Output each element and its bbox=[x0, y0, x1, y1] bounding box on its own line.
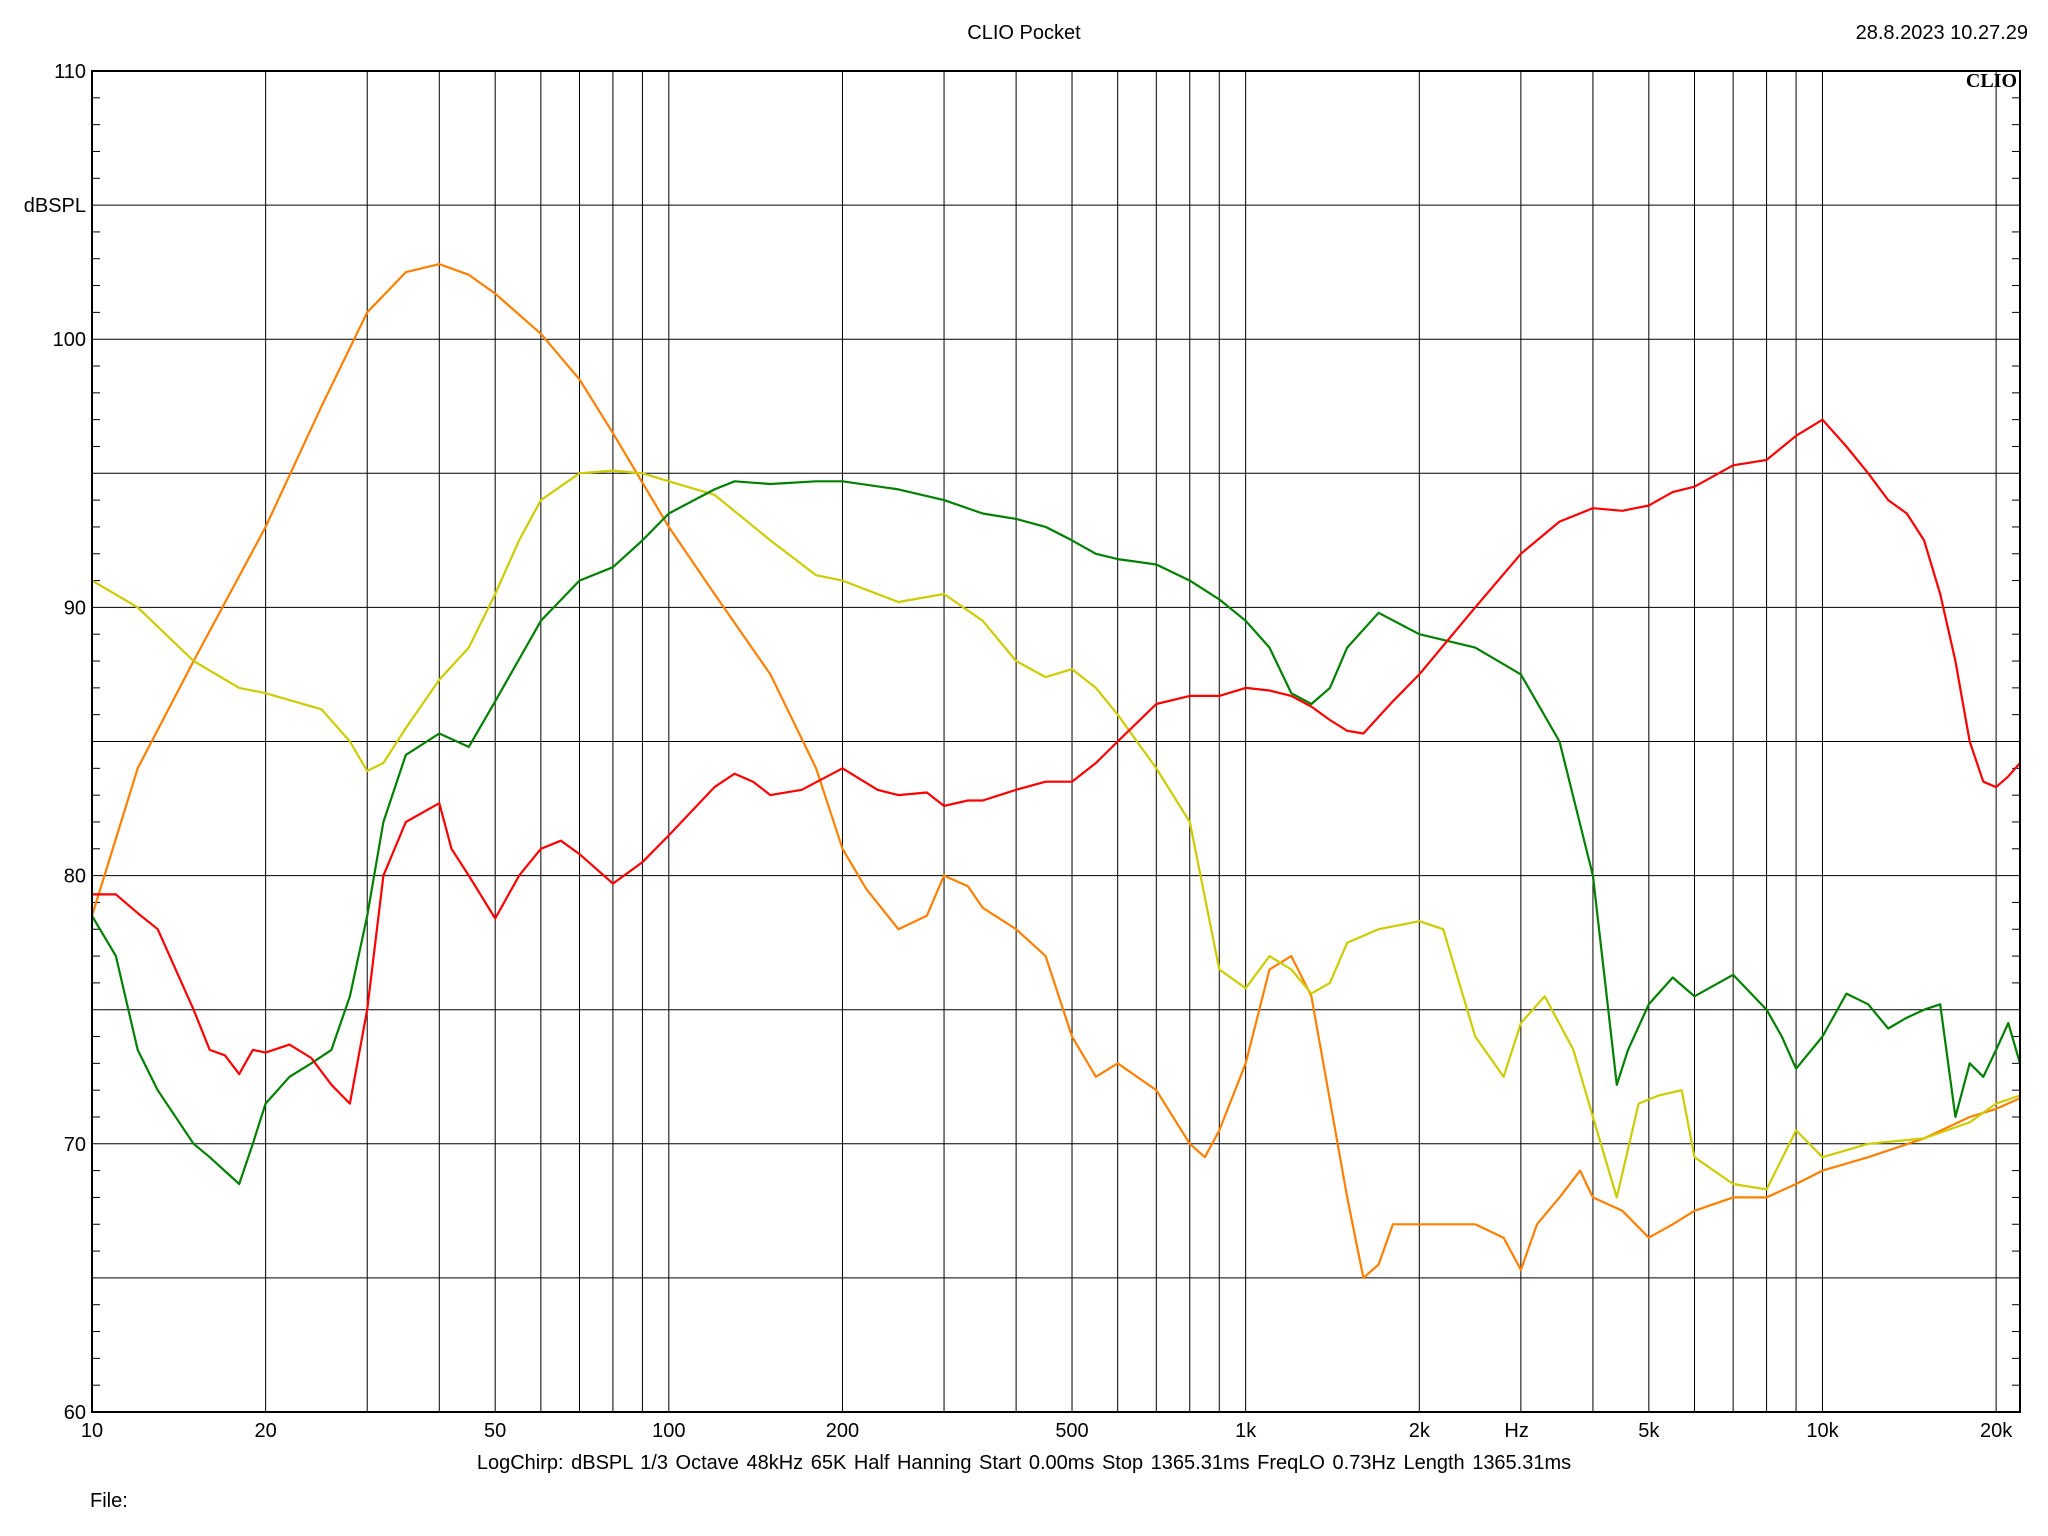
series-layer bbox=[90, 263, 2022, 1279]
clio-logo: CLIO bbox=[1966, 70, 2017, 92]
y-tick-label: 80 bbox=[64, 866, 86, 888]
tick-labels: 60 70 80 90 100 110 10 20 50 100 200 500 1k 2k 5k 10k 20… bbox=[53, 61, 2014, 1442]
x-axis-unit-label: Hz bbox=[1504, 1420, 1528, 1442]
series-line-1 bbox=[90, 263, 2022, 1279]
x-tick-label: 200 bbox=[826, 1420, 859, 1442]
y-tick-label: 90 bbox=[64, 597, 86, 619]
chart-title: CLIO Pocket bbox=[967, 22, 1081, 44]
x-tick-label: 10 bbox=[81, 1420, 103, 1442]
x-tick-label: 50 bbox=[484, 1420, 506, 1442]
measurement-settings: LogChirp: dBSPL 1/3 Octave 48kHz 65K Hal… bbox=[476, 1452, 1572, 1474]
y-axis-label: dBSPL bbox=[24, 195, 86, 217]
y-tick-label: 60 bbox=[64, 1402, 86, 1424]
timestamp: 28.8.2023 10.27.29 bbox=[1855, 22, 2028, 44]
x-tick-label: 20k bbox=[1980, 1420, 2013, 1442]
grid-layer bbox=[92, 71, 2020, 1412]
y-tick-label: 110 bbox=[54, 61, 86, 83]
x-tick-label: 100 bbox=[652, 1420, 685, 1442]
x-tick-label: 1k bbox=[1235, 1420, 1257, 1442]
y-tick-label: 70 bbox=[64, 1134, 86, 1156]
series-line-3 bbox=[90, 480, 2022, 1186]
series-line-4 bbox=[90, 418, 2022, 1105]
plot-border bbox=[91, 70, 2021, 1413]
series-line-2 bbox=[90, 469, 2022, 1199]
x-tick-label: 2k bbox=[1409, 1420, 1431, 1442]
x-tick-label: 5k bbox=[1638, 1420, 1660, 1442]
x-tick-label: 10k bbox=[1806, 1420, 1839, 1442]
x-tick-label: 500 bbox=[1055, 1420, 1088, 1442]
x-tick-label: 20 bbox=[255, 1420, 277, 1442]
y-tick-label: 100 bbox=[53, 329, 86, 351]
file-label: File: bbox=[90, 1490, 128, 1512]
